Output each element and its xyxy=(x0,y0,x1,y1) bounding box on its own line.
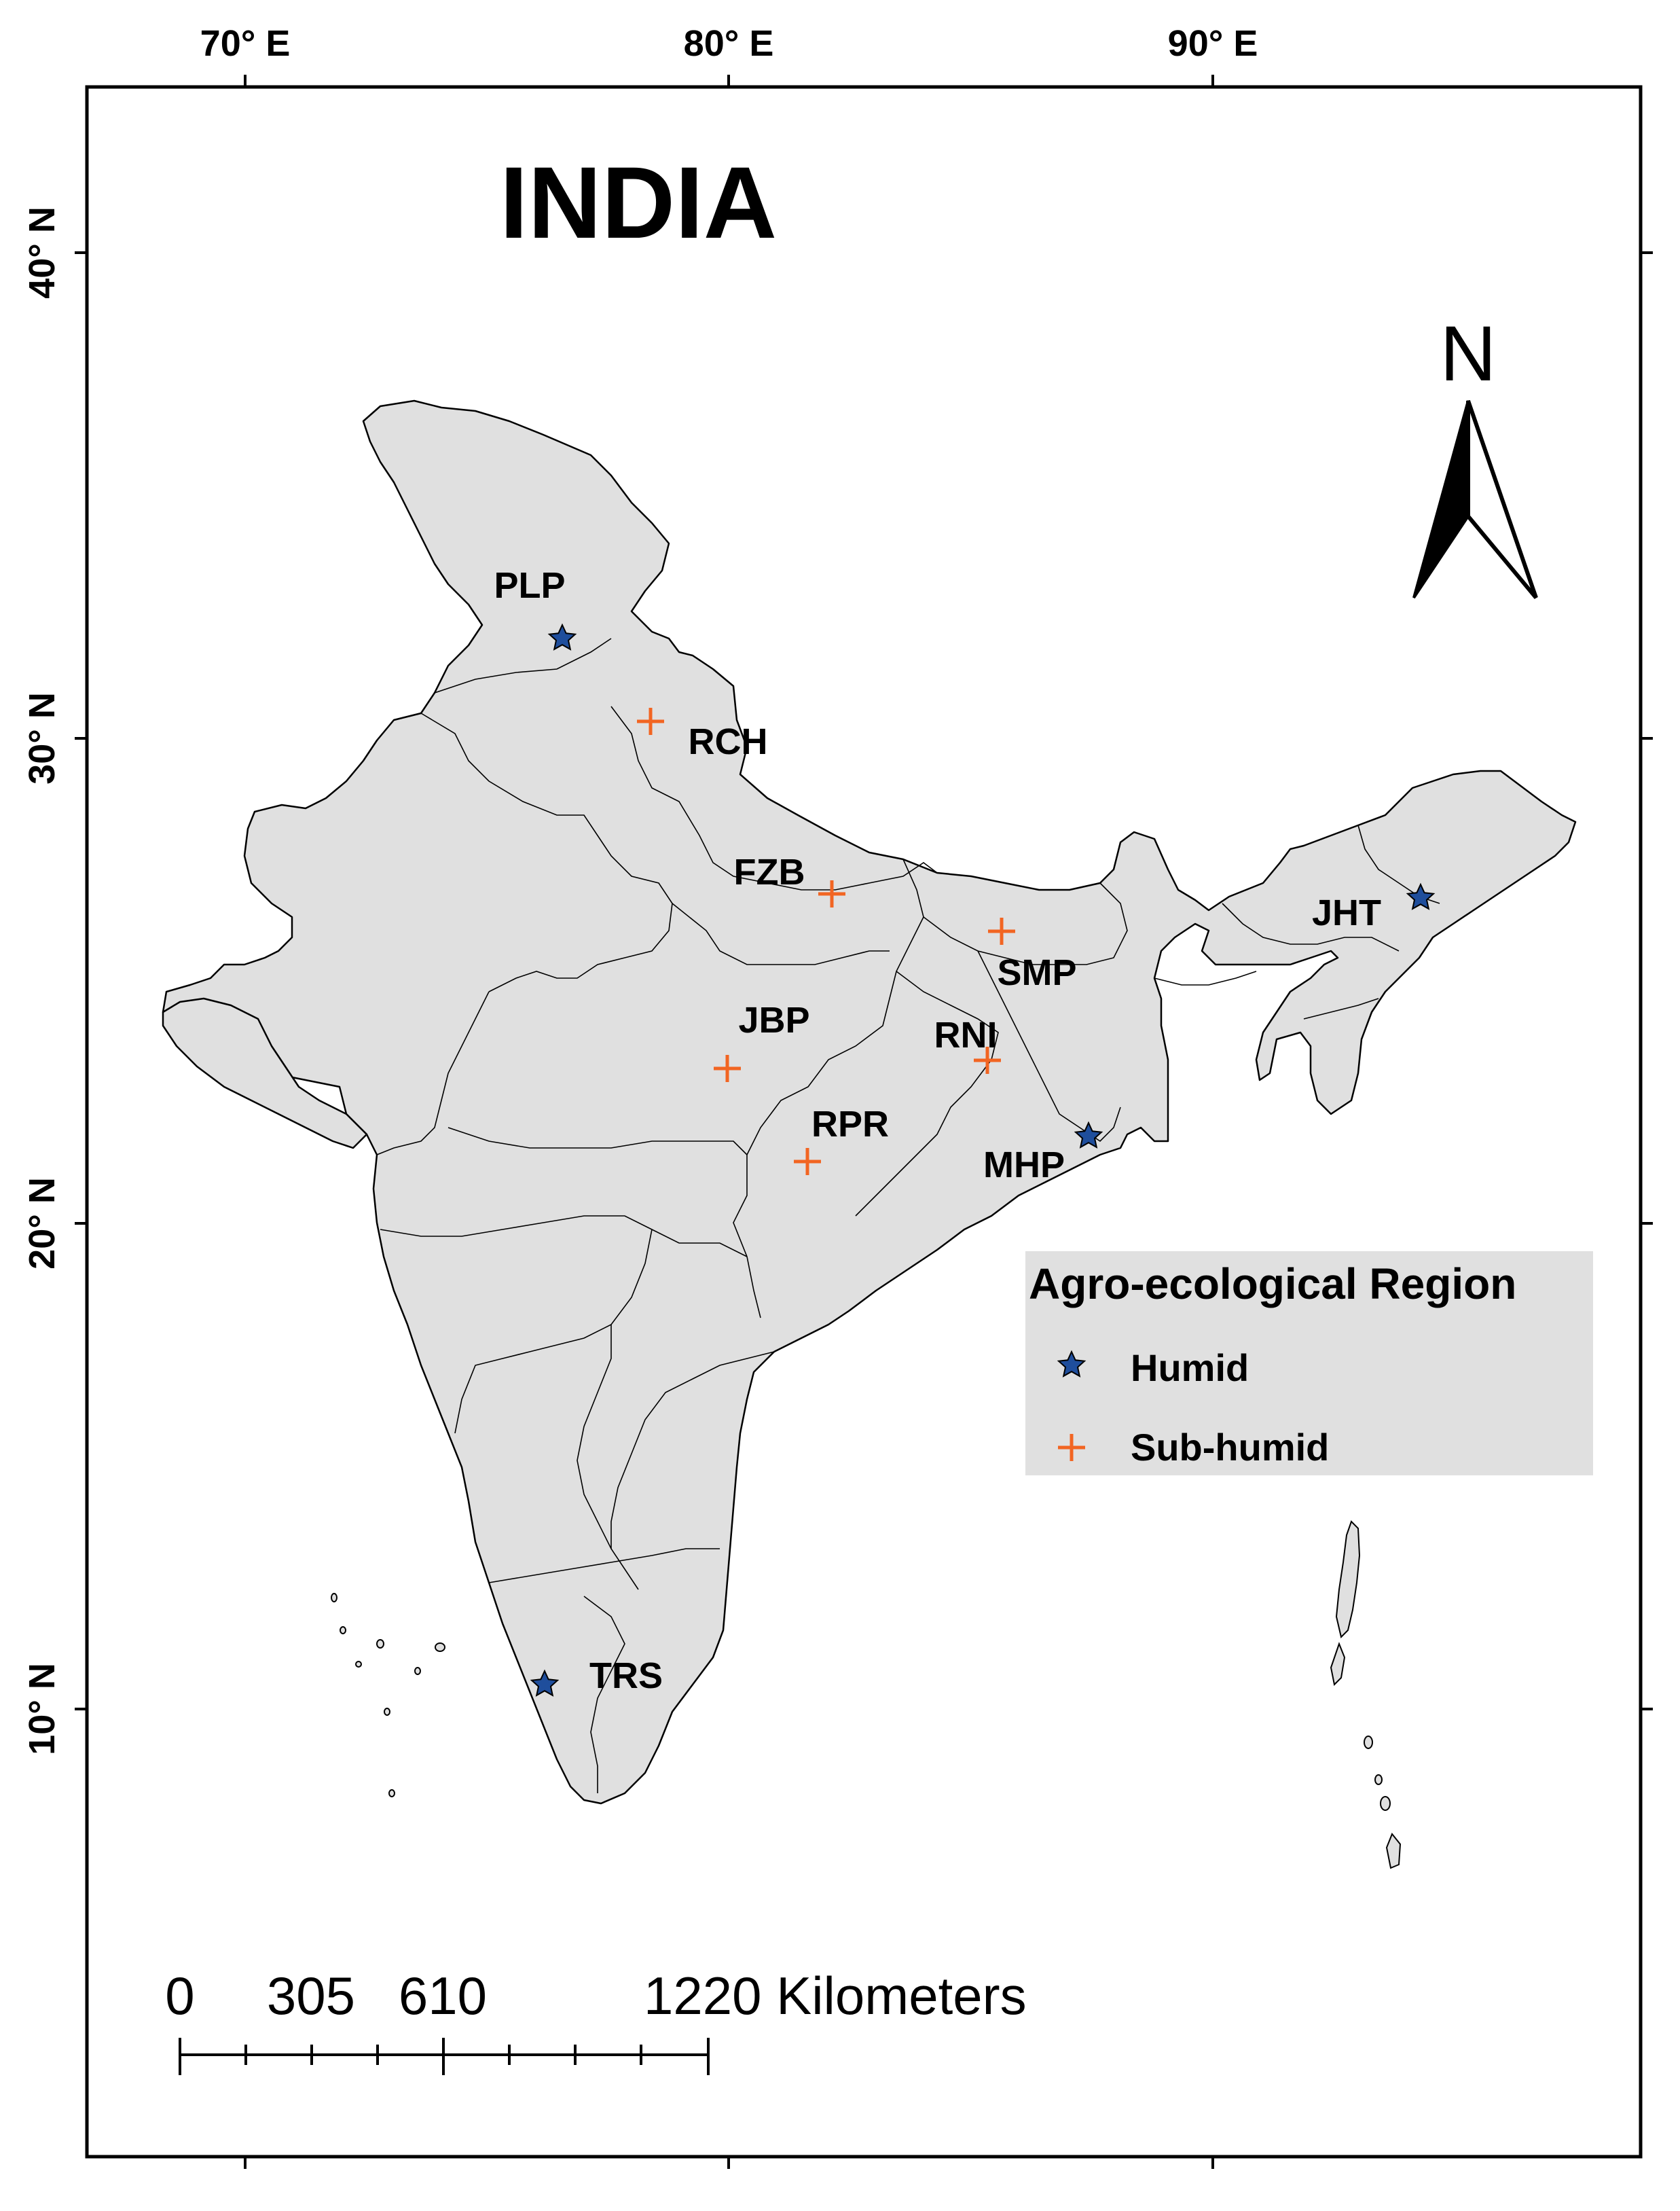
site-labels: PLP RCH FZB SMP JHT JBP RNI RPR MHP TRS xyxy=(494,565,1381,1696)
site-marker-trs[interactable] xyxy=(530,1669,560,1697)
site-label-fzb: FZB xyxy=(734,852,805,893)
lon-label-90: 90° E xyxy=(1168,23,1258,64)
state-boundaries xyxy=(376,638,1440,1793)
site-label-trs: TRS xyxy=(589,1655,663,1696)
scale-label-0: 0 xyxy=(165,1966,194,2026)
north-arrow-label: N xyxy=(1440,310,1496,397)
site-label-rpr: RPR xyxy=(811,1104,889,1145)
site-label-rni: RNI xyxy=(934,1015,998,1056)
site-label-smp: SMP xyxy=(997,952,1076,993)
scale-bar: 0 305 610 1220 Kilometers xyxy=(165,1966,1027,2075)
north-arrow-right-half xyxy=(1466,400,1538,599)
legend-title: Agro-ecological Region xyxy=(1029,1259,1516,1308)
site-marker-rni[interactable] xyxy=(974,1047,1001,1074)
sub-humid-sites xyxy=(637,708,1015,1175)
graticule-ticks xyxy=(75,75,1653,2169)
lakshadweep-islands xyxy=(331,1593,445,1797)
lon-label-80: 80° E xyxy=(684,23,774,64)
lon-label-70: 70° E xyxy=(200,23,291,64)
site-marker-rpr[interactable] xyxy=(794,1148,821,1175)
site-marker-jht[interactable] xyxy=(1406,882,1436,910)
legend-label-humid: Humid xyxy=(1131,1346,1249,1389)
legend-label-sub-humid: Sub-humid xyxy=(1131,1426,1329,1469)
humid-sites xyxy=(530,623,1436,1697)
lat-label-10: 10° N xyxy=(22,1663,62,1755)
site-label-plp: PLP xyxy=(494,565,565,606)
scale-label-1220: 1220 Kilometers xyxy=(644,1966,1027,2026)
scale-label-610: 610 xyxy=(399,1966,487,2026)
lat-label-20: 20° N xyxy=(22,1177,62,1270)
site-marker-plp[interactable] xyxy=(547,623,577,651)
scale-label-305: 305 xyxy=(267,1966,355,2026)
site-label-mhp: MHP xyxy=(983,1145,1065,1185)
lat-label-30: 30° N xyxy=(22,692,62,785)
site-marker-mhp[interactable] xyxy=(1074,1121,1103,1149)
site-label-jbp: JBP xyxy=(738,1000,809,1041)
andaman-nicobar-islands xyxy=(1330,1520,1402,1869)
legend-star-icon xyxy=(1057,1350,1086,1378)
legend-background xyxy=(1025,1251,1593,1475)
map-title: INDIA xyxy=(500,145,777,259)
north-arrow: N xyxy=(1412,310,1538,599)
lat-label-40: 40° N xyxy=(22,206,62,299)
site-label-rch: RCH xyxy=(689,721,768,762)
india-landmass xyxy=(162,399,1577,1805)
site-marker-smp[interactable] xyxy=(988,918,1015,945)
site-marker-fzb[interactable] xyxy=(818,880,845,907)
legend: Agro-ecological Region Humid Sub-humid xyxy=(1025,1251,1593,1475)
site-label-jht: JHT xyxy=(1312,893,1381,933)
site-marker-jbp[interactable] xyxy=(714,1055,741,1082)
site-marker-rch[interactable] xyxy=(637,708,664,735)
legend-plus-icon xyxy=(1058,1434,1085,1461)
